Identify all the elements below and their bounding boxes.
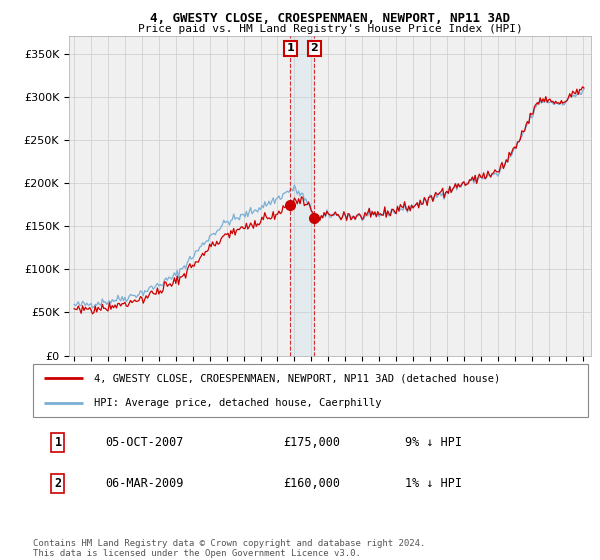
Text: 1: 1 [55, 436, 62, 449]
Text: 1% ↓ HPI: 1% ↓ HPI [405, 477, 462, 490]
Text: Price paid vs. HM Land Registry's House Price Index (HPI): Price paid vs. HM Land Registry's House … [137, 24, 523, 34]
Text: £175,000: £175,000 [283, 436, 340, 449]
Text: 4, GWESTY CLOSE, CROESPENMAEN, NEWPORT, NP11 3AD: 4, GWESTY CLOSE, CROESPENMAEN, NEWPORT, … [150, 12, 510, 25]
Text: 9% ↓ HPI: 9% ↓ HPI [405, 436, 462, 449]
Text: HPI: Average price, detached house, Caerphilly: HPI: Average price, detached house, Caer… [94, 398, 382, 408]
Text: 2: 2 [55, 477, 62, 490]
Text: Contains HM Land Registry data © Crown copyright and database right 2024.
This d: Contains HM Land Registry data © Crown c… [33, 539, 425, 558]
Text: 05-OCT-2007: 05-OCT-2007 [105, 436, 184, 449]
Text: £160,000: £160,000 [283, 477, 340, 490]
Text: 06-MAR-2009: 06-MAR-2009 [105, 477, 184, 490]
Text: 2: 2 [310, 44, 318, 53]
Bar [290, 36, 314, 356]
Text: 1: 1 [286, 44, 294, 53]
FancyBboxPatch shape [33, 364, 588, 417]
Text: 4, GWESTY CLOSE, CROESPENMAEN, NEWPORT, NP11 3AD (detached house): 4, GWESTY CLOSE, CROESPENMAEN, NEWPORT, … [94, 374, 500, 384]
